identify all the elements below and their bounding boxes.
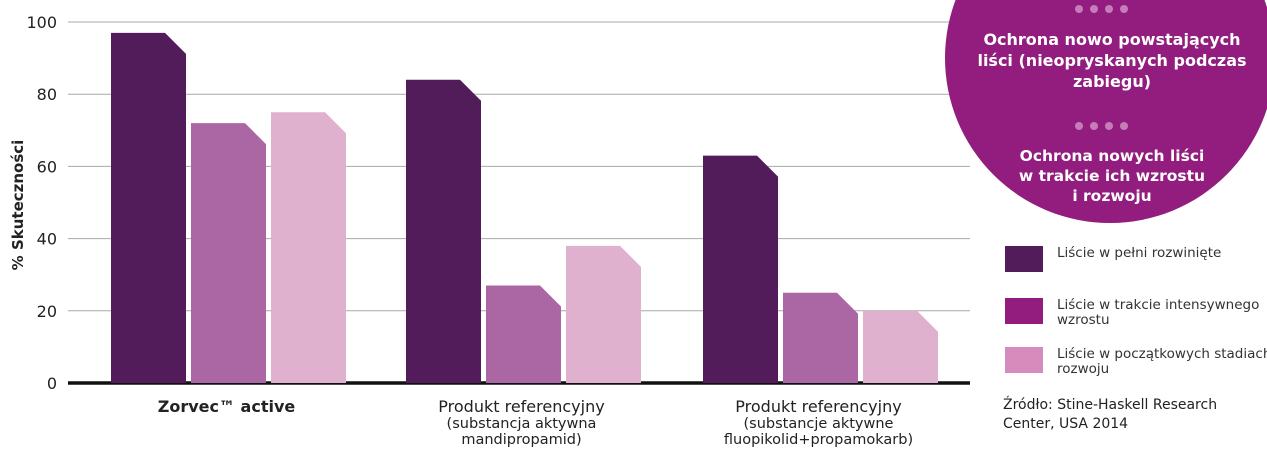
x-category-label: mandipropamid) bbox=[461, 432, 581, 448]
badge-circle bbox=[945, 0, 1267, 223]
x-category-label: Zorvec™ active bbox=[158, 397, 296, 416]
badge-text-line: zabiegu) bbox=[1073, 72, 1151, 91]
y-tick-label: 40 bbox=[37, 230, 57, 249]
legend-swatch bbox=[1005, 347, 1043, 373]
y-tick-labels: 0 20 40 60 80 100 bbox=[26, 13, 57, 393]
dot-separator bbox=[1120, 122, 1128, 130]
dot-separator bbox=[1090, 122, 1098, 130]
y-tick-label: 100 bbox=[26, 13, 57, 32]
legend-label: Liście w trakcie intensywnego wzrostu bbox=[1057, 297, 1260, 328]
badge-text-line: w trakcie ich wzrostu bbox=[1019, 167, 1205, 185]
x-category-label: fluopikolid+propamokarb) bbox=[724, 432, 913, 448]
dot-separator bbox=[1105, 122, 1113, 130]
bar bbox=[111, 32, 186, 383]
badge-text-line: Ochrona nowo powstających bbox=[983, 30, 1240, 49]
dot-separator bbox=[1075, 5, 1083, 13]
dot-separator bbox=[1120, 5, 1128, 13]
y-tick-label: 60 bbox=[37, 157, 57, 176]
bar bbox=[271, 112, 346, 383]
bar bbox=[406, 79, 481, 383]
legend-item-intensive-growth: Liście w trakcie intensywnego wzrostu bbox=[1005, 298, 1267, 328]
legend-item-early-stages: Liście w początkowych stadiach rozwoju bbox=[1005, 347, 1267, 377]
dot-separator bbox=[1075, 122, 1083, 130]
x-category-label: (substancja aktywna bbox=[447, 416, 597, 432]
dot-separator bbox=[1105, 5, 1113, 13]
legend-label: Liście w początkowych stadiach rozwoju bbox=[1057, 346, 1267, 377]
legend-item-fully-developed: Liście w pełni rozwinięte bbox=[1005, 246, 1267, 272]
badge-text-line: i rozwoju bbox=[1072, 187, 1151, 205]
bars bbox=[111, 32, 938, 383]
y-tick-label: 0 bbox=[47, 374, 57, 393]
x-category-label: Produkt referencyjny bbox=[735, 397, 901, 416]
bar bbox=[566, 245, 641, 383]
bar bbox=[191, 123, 266, 383]
x-category-label: Produkt referencyjny bbox=[438, 397, 604, 416]
bar bbox=[703, 155, 778, 383]
source-note: Źródło: Stine-Haskell Research Center, U… bbox=[1003, 397, 1218, 432]
badge-text-line: Ochrona nowych liści bbox=[1020, 147, 1205, 165]
bar bbox=[783, 292, 858, 383]
legend-label: Liście w pełni rozwinięte bbox=[1057, 245, 1222, 261]
y-tick-label: 80 bbox=[37, 85, 57, 104]
x-category-labels: Zorvec™ active Produkt referencyjny(subst… bbox=[158, 397, 913, 448]
bar bbox=[863, 310, 938, 383]
legend-swatch bbox=[1005, 246, 1043, 272]
bar bbox=[486, 285, 561, 383]
y-tick-label: 20 bbox=[37, 302, 57, 321]
dot-separator bbox=[1090, 5, 1098, 13]
legend-swatch bbox=[1005, 298, 1043, 324]
y-axis-label: % Skuteczności bbox=[9, 140, 27, 271]
badge-text-line: liści (nieopryskanych podczas bbox=[977, 51, 1246, 70]
info-badge: Ochrona nowo powstających liści (nieoprys… bbox=[945, 0, 1267, 223]
x-category-label: (substancje aktywne bbox=[744, 416, 894, 432]
